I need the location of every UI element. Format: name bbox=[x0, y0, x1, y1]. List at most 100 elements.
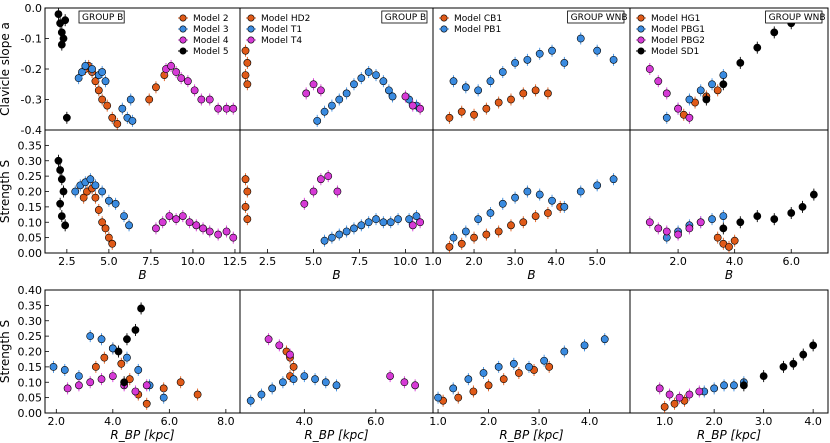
data-point bbox=[74, 74, 83, 83]
x-tick-label: 1.0 bbox=[429, 415, 447, 428]
data-point bbox=[142, 381, 151, 390]
data-point bbox=[445, 113, 454, 122]
data-point bbox=[108, 372, 117, 380]
data-point bbox=[434, 393, 442, 402]
data-point bbox=[674, 230, 682, 239]
panel-r2c2: 1.0 2.0 3.0 4.0 R_BP [kpc] bbox=[429, 289, 631, 442]
x-tick-label: 6.0 bbox=[161, 415, 179, 428]
data-point bbox=[309, 187, 318, 196]
data-point bbox=[268, 384, 277, 393]
data-point bbox=[482, 104, 491, 113]
legend-marker bbox=[247, 14, 255, 22]
data-point bbox=[548, 196, 556, 205]
data-point bbox=[101, 224, 110, 233]
legend-marker bbox=[179, 25, 187, 33]
data-point bbox=[177, 74, 186, 83]
series-model-2 bbox=[91, 342, 202, 410]
x-axis-label: R_BP [kpc] bbox=[697, 428, 761, 442]
data-point bbox=[302, 89, 311, 98]
x-axis-label: B bbox=[725, 268, 733, 282]
data-point bbox=[523, 55, 532, 64]
data-point bbox=[78, 68, 86, 76]
y-tick-label: 0.25 bbox=[18, 170, 43, 183]
series-model-t4 bbox=[264, 333, 420, 392]
data-point bbox=[98, 95, 107, 104]
data-point bbox=[289, 375, 298, 384]
data-point bbox=[719, 224, 728, 233]
data-point bbox=[384, 86, 393, 95]
data-point bbox=[57, 175, 66, 184]
y-tick-label: 0.35 bbox=[18, 139, 43, 152]
data-point bbox=[719, 212, 728, 220]
data-point bbox=[152, 224, 160, 233]
data-point bbox=[101, 77, 110, 86]
data-point bbox=[125, 221, 133, 230]
data-point bbox=[779, 362, 788, 371]
data-point bbox=[364, 68, 373, 76]
data-point bbox=[316, 86, 325, 95]
data-point bbox=[535, 49, 544, 58]
x-tick-label: 5.0 bbox=[305, 255, 323, 268]
y-tick-label: 0.20 bbox=[18, 186, 43, 199]
legend-entry: Model HD2 bbox=[261, 14, 310, 24]
series-model-5 bbox=[114, 302, 145, 389]
data-point bbox=[192, 221, 201, 230]
data-point bbox=[665, 390, 674, 399]
data-point bbox=[193, 390, 202, 399]
data-point bbox=[408, 101, 417, 110]
data-point bbox=[61, 16, 70, 25]
data-point bbox=[544, 209, 552, 217]
x-tick-label: 5.0 bbox=[588, 255, 606, 268]
data-point bbox=[645, 218, 654, 227]
data-point bbox=[408, 221, 417, 230]
data-point bbox=[335, 230, 344, 239]
data-point bbox=[464, 375, 473, 384]
data-point bbox=[350, 80, 358, 89]
x-tick-label: 4.0 bbox=[581, 415, 599, 428]
x-tick-label: 2.5 bbox=[58, 255, 76, 268]
data-point bbox=[654, 224, 663, 233]
data-point bbox=[104, 196, 113, 205]
data-point bbox=[332, 381, 341, 390]
data-point bbox=[449, 77, 458, 86]
data-point bbox=[713, 233, 722, 242]
data-point bbox=[357, 221, 366, 230]
data-point bbox=[576, 187, 585, 196]
axes-frame bbox=[432, 289, 631, 414]
data-point bbox=[165, 212, 174, 220]
series-model-t4 bbox=[300, 170, 425, 232]
data-point bbox=[770, 215, 779, 224]
data-point bbox=[131, 387, 140, 396]
panel-r0c0: -0.4 -0.3 -0.2 -0.1 0.0 Clavicle slope a GROUP… bbox=[0, 2, 241, 137]
group-label-box bbox=[78, 10, 125, 24]
series-model-2 bbox=[79, 182, 117, 250]
data-point bbox=[498, 68, 507, 76]
data-point bbox=[560, 202, 569, 211]
data-point bbox=[243, 80, 252, 89]
data-point bbox=[205, 227, 214, 236]
data-point bbox=[662, 113, 671, 122]
data-point bbox=[519, 218, 528, 227]
x-tick-label: 6.0 bbox=[782, 255, 800, 268]
data-point bbox=[798, 202, 807, 211]
y-tick-label: 0.15 bbox=[18, 201, 43, 214]
data-point bbox=[685, 95, 694, 104]
x-tick-label: 2.0 bbox=[480, 415, 498, 428]
y-tick-label: 0.00 bbox=[18, 247, 43, 260]
x-tick-label: 4.0 bbox=[547, 255, 565, 268]
legend-marker bbox=[179, 47, 187, 55]
data-point bbox=[474, 215, 483, 224]
series-model-cb1 bbox=[445, 84, 552, 124]
data-point bbox=[199, 224, 207, 233]
data-point bbox=[79, 193, 88, 202]
data-point bbox=[241, 202, 250, 211]
y-axis-label: Strength S bbox=[0, 320, 12, 383]
data-point bbox=[662, 227, 671, 236]
data-point bbox=[117, 359, 126, 368]
data-point bbox=[320, 236, 329, 245]
data-point bbox=[730, 381, 738, 390]
data-point bbox=[91, 362, 100, 371]
data-point bbox=[386, 218, 395, 227]
data-point bbox=[560, 59, 569, 67]
data-point bbox=[59, 187, 68, 196]
